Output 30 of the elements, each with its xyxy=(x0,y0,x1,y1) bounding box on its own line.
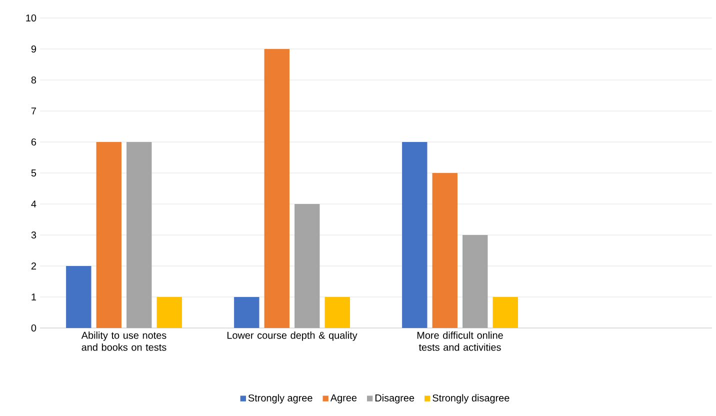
y-tick-label: 4 xyxy=(31,200,36,208)
bar xyxy=(324,297,350,328)
x-tick-label: Lower course depth & quality xyxy=(227,332,358,341)
legend-label: Agree xyxy=(330,394,357,404)
bar xyxy=(234,297,260,328)
y-tick-label: 1 xyxy=(32,294,36,300)
bar xyxy=(96,142,122,328)
bar xyxy=(492,297,518,328)
bar xyxy=(402,142,428,328)
y-tick-label: 9 xyxy=(31,45,36,53)
legend-label: Disagree xyxy=(375,394,414,404)
bar xyxy=(156,297,182,328)
y-tick-label: 10 xyxy=(26,14,36,22)
x-tick-label: More difficult online tests and activities xyxy=(417,332,503,351)
bar xyxy=(66,266,92,328)
y-tick-label: 3 xyxy=(31,231,36,239)
y-tick-label: 5 xyxy=(31,170,36,176)
bar xyxy=(462,235,488,328)
y-tick-label: 8 xyxy=(31,76,36,84)
legend-label: Strongly agree xyxy=(248,394,312,404)
y-tick-label: 6 xyxy=(31,138,36,146)
bar xyxy=(294,204,320,328)
y-tick-label: 0 xyxy=(31,324,36,332)
bar xyxy=(126,142,152,328)
y-tick-label: 7 xyxy=(31,108,36,114)
y-tick-label: 2 xyxy=(31,262,36,270)
x-tick-label: Ability to use notes and books on tests xyxy=(81,332,166,351)
legend-label: Strongly disagree xyxy=(432,394,510,404)
bar xyxy=(264,48,290,328)
bar xyxy=(432,173,458,328)
